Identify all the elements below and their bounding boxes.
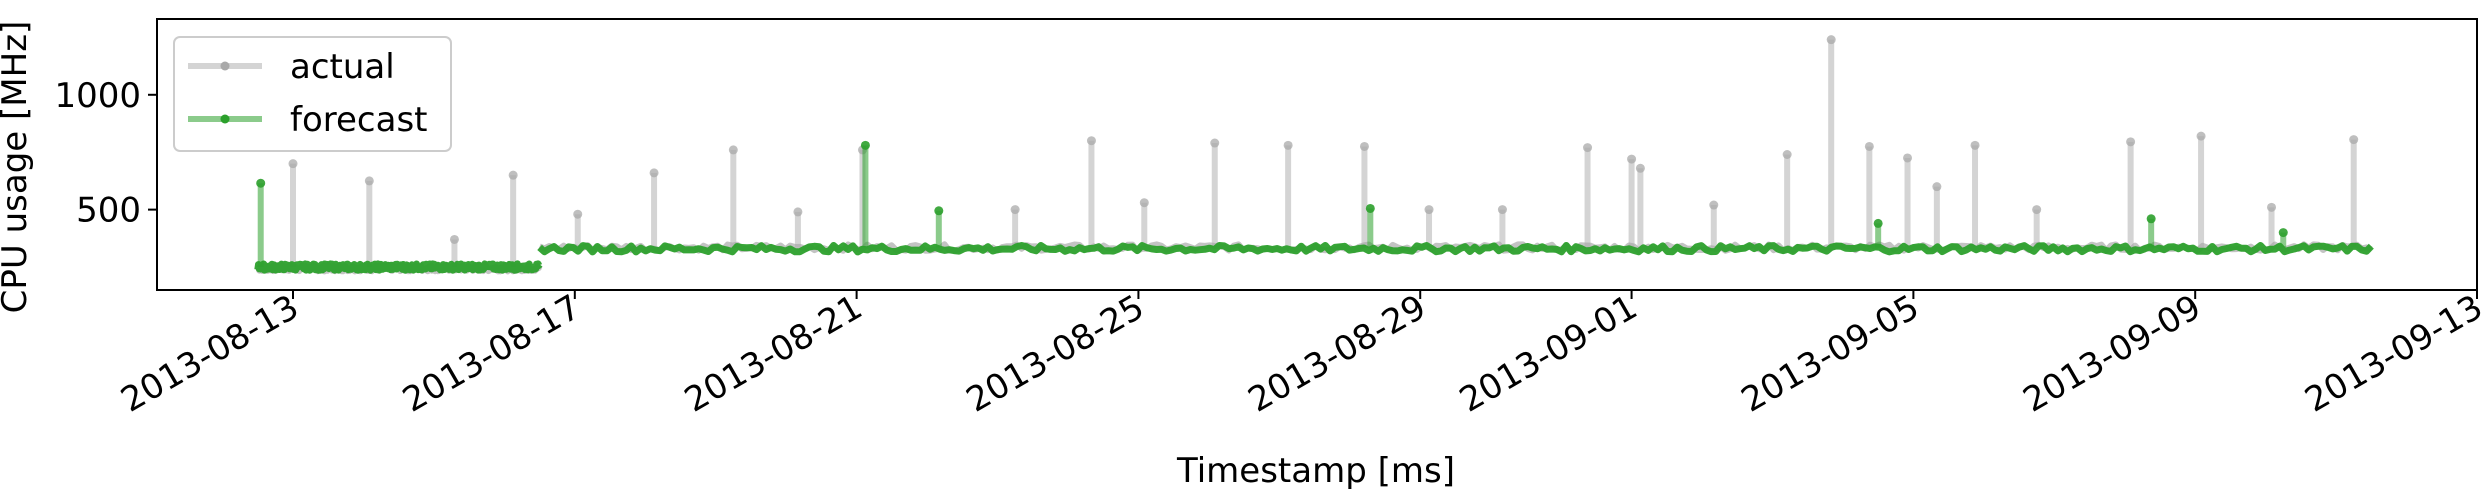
- legend-label-actual: actual: [290, 47, 395, 87]
- point-actual: [1086, 136, 1096, 146]
- point-forecast: [256, 178, 266, 188]
- legend-marker-actual: [220, 61, 230, 71]
- x-tick-label: 2013-08-21: [678, 287, 869, 420]
- x-tick-label: 2013-08-13: [114, 287, 305, 420]
- point-actual: [1139, 198, 1149, 208]
- x-tick-label: 2013-09-05: [1735, 287, 1926, 420]
- point-actual: [1782, 150, 1792, 159]
- x-axis-label: Timestamp [ms]: [1176, 451, 1455, 490]
- point-actual: [2349, 135, 2359, 145]
- point-forecast: [860, 140, 870, 150]
- point-forecast: [2278, 228, 2288, 238]
- point-actual: [1283, 140, 1293, 150]
- point-actual: [1864, 141, 1874, 151]
- point-actual: [2196, 131, 2206, 141]
- point-actual: [1970, 140, 1980, 150]
- x-tick-label: 2013-09-13: [2298, 287, 2481, 420]
- point-forecast: [934, 206, 944, 216]
- point-actual: [1424, 205, 1434, 215]
- legend: actual forecast: [173, 36, 452, 152]
- point-actual: [1932, 182, 1942, 192]
- y-tick-label: 500: [76, 191, 141, 231]
- segment-forecast: [254, 260, 543, 274]
- series-actual: [255, 35, 2373, 275]
- point-actual: [1826, 35, 1836, 45]
- point-actual: [508, 170, 518, 180]
- y-tick-label: 1000: [54, 76, 141, 116]
- point-actual: [1709, 200, 1719, 210]
- point-forecast: [1365, 203, 1375, 213]
- point-actual: [1635, 163, 1645, 173]
- point-actual: [728, 145, 738, 155]
- legend-label-forecast: forecast: [290, 100, 428, 140]
- y-axis-label: CPU usage [MHz]: [0, 21, 35, 314]
- series-forecast: [254, 140, 2374, 274]
- segment-forecast: [537, 242, 2374, 256]
- x-tick-label: 2013-08-25: [960, 287, 1151, 420]
- point-actual: [793, 207, 803, 217]
- point-actual: [1497, 205, 1507, 215]
- point-actual: [1210, 138, 1220, 148]
- x-tick-label: 2013-08-17: [396, 287, 587, 420]
- point-actual: [449, 234, 459, 244]
- point-actual: [1359, 141, 1369, 151]
- point-actual: [1010, 205, 1020, 215]
- x-tick-label: 2013-09-09: [2017, 287, 2208, 420]
- legend-marker-forecast: [220, 114, 230, 124]
- point-actual: [1627, 154, 1637, 164]
- point-forecast: [2146, 214, 2156, 224]
- point-actual: [1583, 143, 1593, 153]
- point-actual: [573, 209, 583, 219]
- point-actual: [364, 176, 374, 186]
- point-actual: [649, 168, 659, 178]
- x-tick-label: 2013-08-29: [1242, 287, 1433, 420]
- point-forecast: [1873, 218, 1883, 228]
- axes-frame: [156, 18, 2478, 291]
- plot-area: [254, 35, 2374, 275]
- point-actual: [2267, 202, 2277, 212]
- point-actual: [2126, 137, 2136, 147]
- point-actual: [1903, 153, 1913, 163]
- x-tick-label: 2013-09-01: [1453, 287, 1644, 420]
- point-actual: [2032, 205, 2042, 215]
- point-actual: [288, 159, 298, 169]
